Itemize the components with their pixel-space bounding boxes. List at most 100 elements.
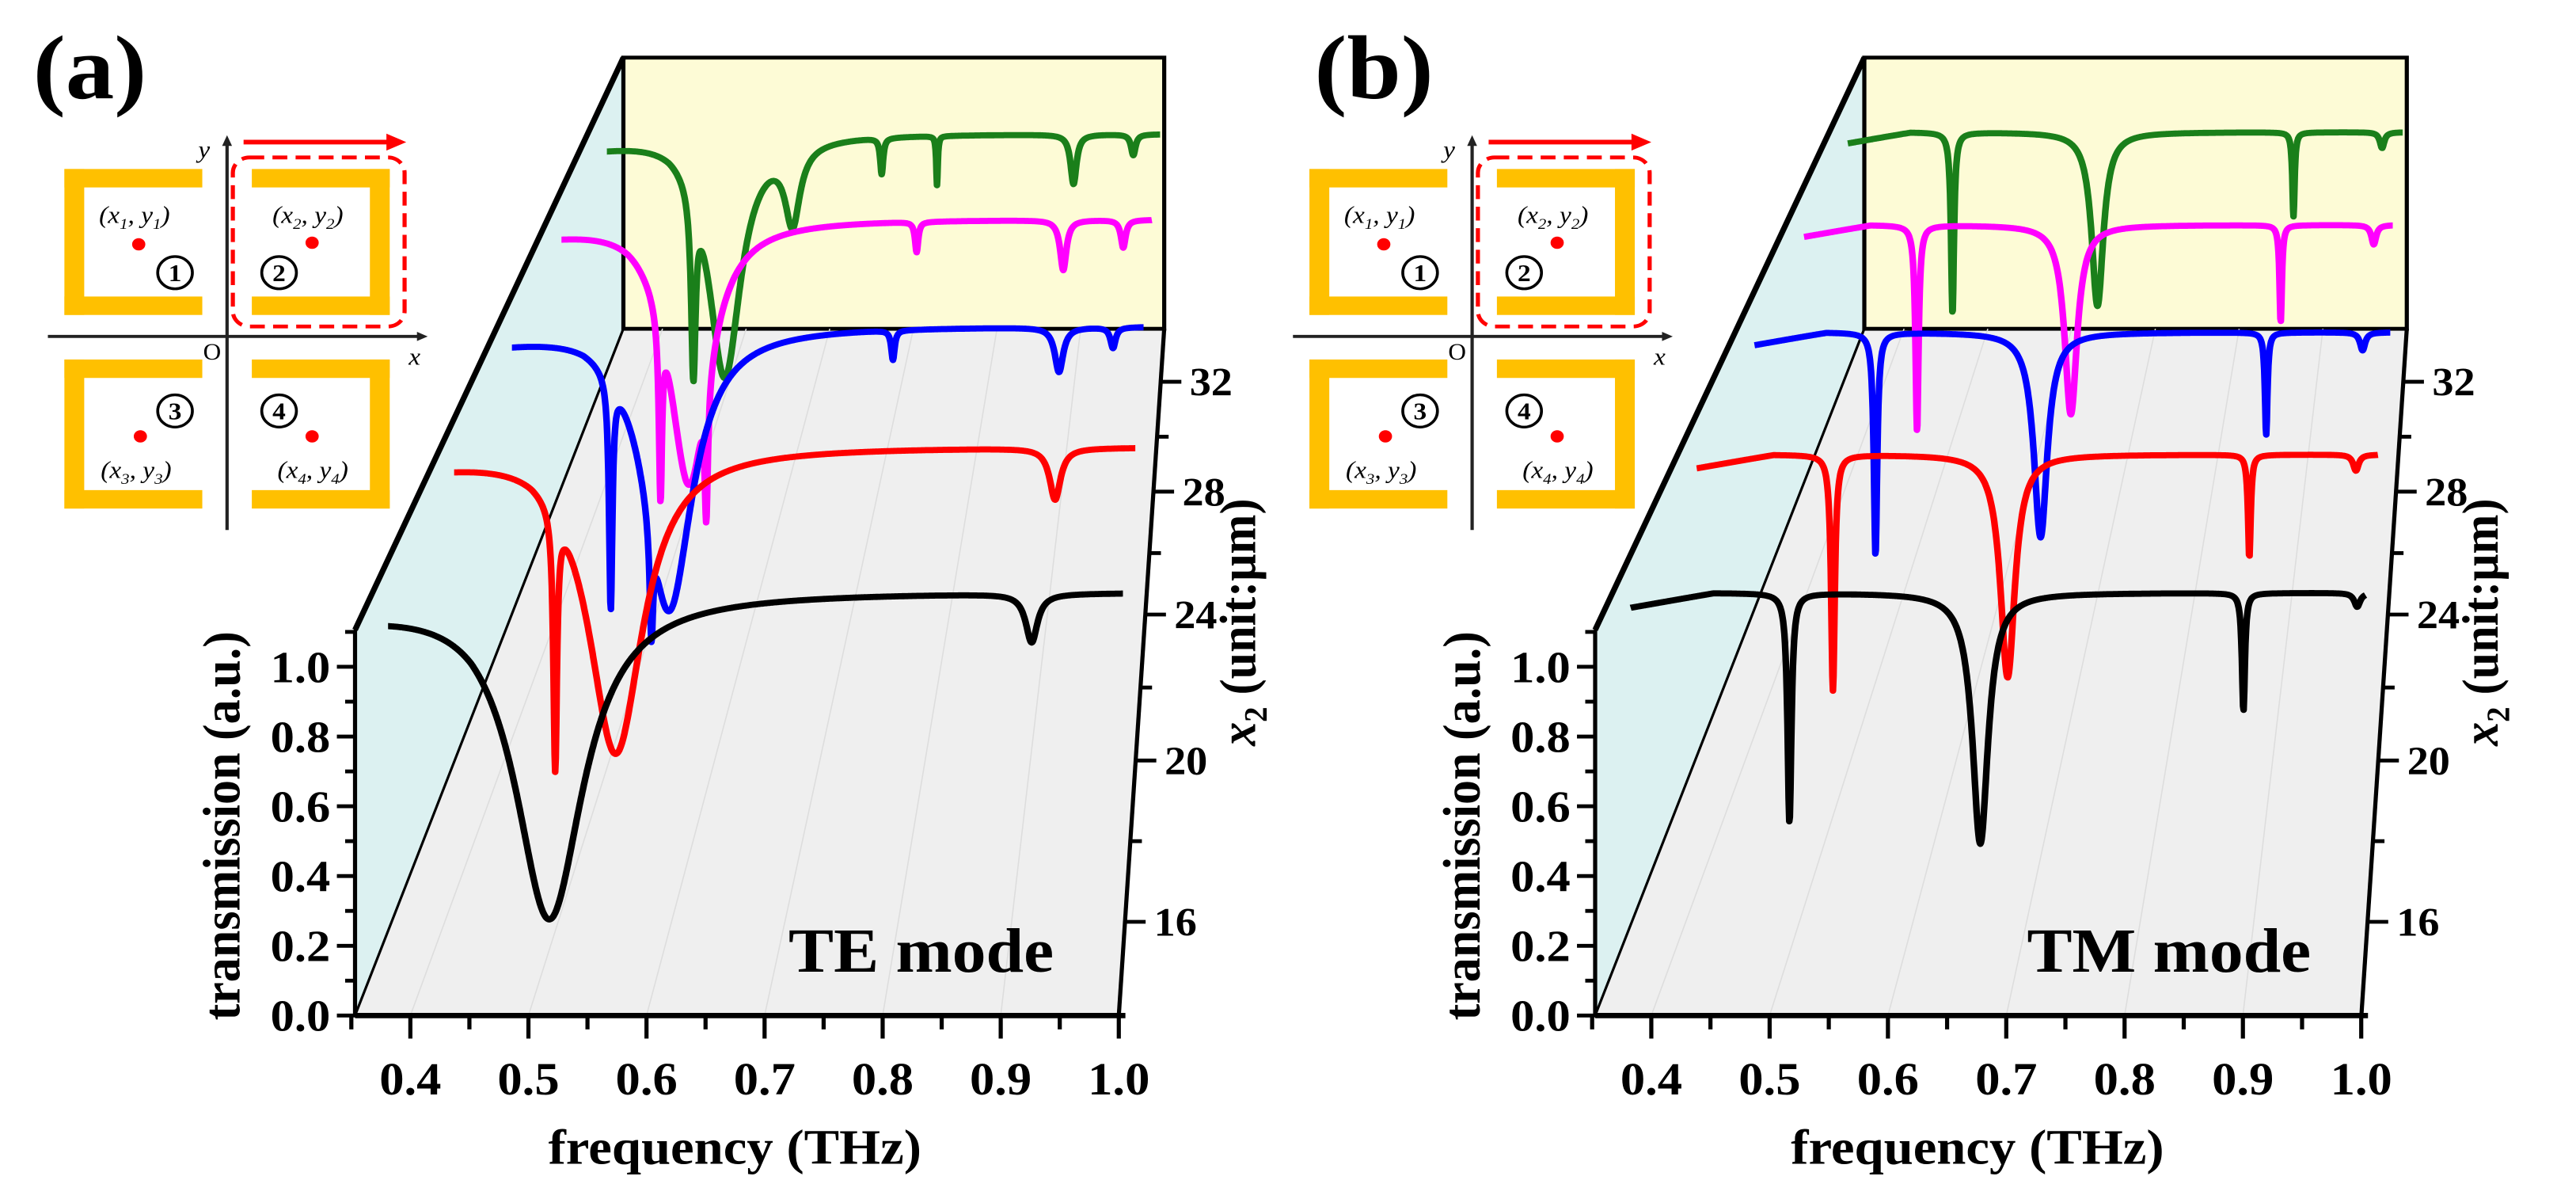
coord-sub: 2	[1571, 216, 1579, 233]
coord-sub: 2	[293, 216, 301, 233]
grid-line	[1651, 328, 1905, 1016]
coord-close: )	[338, 455, 348, 483]
series-line-x2-20	[1693, 451, 2381, 695]
coord-sub: 4	[1576, 471, 1584, 488]
coord-var-y: y	[1384, 200, 1399, 228]
quadrant-number: 1	[1414, 259, 1427, 287]
quadrant-number-circle	[1505, 255, 1544, 291]
coord-sub: 4	[298, 471, 306, 488]
coord-var-y: y	[140, 455, 155, 483]
y-tick-label: 0.6	[1510, 782, 1571, 832]
back-wall	[1862, 55, 2409, 331]
z-tick-label: 16	[2396, 900, 2439, 945]
split-ring-resonator-2: (x2, y2)2	[252, 169, 390, 315]
z-label-unit: (unit:μm)	[2452, 499, 2509, 707]
resonator-bottom-arm	[1309, 296, 1448, 315]
highlight-dashed-box	[230, 155, 407, 329]
coord-var-x: x	[1525, 200, 1539, 228]
quadrant-number-circle	[260, 255, 298, 291]
quadrant-number: 4	[272, 398, 286, 425]
coordinate-label: (x2, y2)	[272, 200, 343, 233]
grid-line	[1769, 328, 1989, 1016]
quadrant-number: 3	[169, 398, 182, 425]
quadrant-number-circle	[156, 255, 194, 291]
coord-separator: ,	[1552, 455, 1565, 483]
x-tick-label: 0.5	[497, 1054, 559, 1106]
x-tick-label: 0.4	[1620, 1054, 1682, 1106]
x-tick-label: 0.6	[1857, 1054, 1919, 1106]
z-label-sub: 2	[1237, 706, 1275, 721]
resonator-bottom-arm	[1496, 489, 1636, 509]
coord-close: )	[332, 200, 343, 228]
resonator-bottom-arm	[64, 296, 203, 315]
z-axis-label: x2 (unit:μm)	[2452, 499, 2517, 747]
quadrant-number-circle	[1401, 255, 1439, 291]
series-line-x2-28	[1801, 222, 2396, 433]
position-dot	[133, 430, 147, 443]
chart-panel-b: 0.4 0.5 0.6 0.7 0.8 0.9 1.0 0.0 0.2 0.4 0.6 0.8 1.0 1…	[1293, 17, 2517, 1174]
coord-sub: 1	[120, 216, 127, 233]
resonator-top-arm	[1496, 169, 1636, 188]
mode-label: TE mode	[788, 915, 1054, 986]
coord-var-x: x	[107, 200, 120, 228]
panel-label: (b)	[1314, 17, 1433, 118]
resonator-side-bar	[1615, 169, 1636, 315]
y-tick-label: 1.0	[271, 642, 331, 692]
resonator-top-arm	[64, 169, 203, 188]
resonator-bottom-arm	[252, 489, 390, 509]
quadrant-number: 2	[272, 259, 286, 287]
inset-schematic: yxO(x1, y1)1(x2, y2)2(x3, y3)3(x4, y4)4	[47, 133, 428, 531]
y-axis-label: transmission (a.u.)	[1433, 631, 1491, 1020]
x-tick-label: 0.8	[852, 1054, 914, 1106]
z-tick-label: 16	[1154, 900, 1197, 945]
coord-sub: 1	[1365, 216, 1373, 233]
resonator-side-bar	[1309, 359, 1330, 509]
split-ring-resonator-4: (x4, y4)4	[1496, 359, 1636, 509]
grid-line	[2242, 329, 2324, 1016]
quadrant-number-circle	[1505, 393, 1544, 429]
coord-var-y: y	[1557, 200, 1572, 228]
z-tick-label: 20	[2407, 739, 2450, 783]
coordinate-label: (x1, y1)	[99, 200, 169, 233]
series-line-x2-28	[558, 217, 1155, 526]
coord-separator: ,	[1373, 200, 1386, 228]
coord-separator: ,	[130, 455, 143, 483]
coord-separator: ,	[128, 200, 142, 228]
coordinate-label: (x1, y1)	[1344, 200, 1415, 233]
grid-line	[409, 328, 663, 1016]
coord-close: )	[1406, 455, 1416, 483]
z-tick-label: 32	[2432, 360, 2475, 405]
inset-y-label: y	[196, 135, 211, 163]
coordinate-label: (x4, y4)	[1522, 455, 1593, 488]
coord-sub: 3	[1366, 471, 1374, 488]
coord-close: )	[1578, 200, 1588, 228]
coord-separator: ,	[306, 455, 320, 483]
z-axis-label: x2 (unit:μm)	[1209, 499, 1274, 747]
coord-var-x: x	[280, 200, 294, 228]
inset-origin-label: O	[1448, 339, 1466, 365]
coord-sub: 1	[1398, 216, 1406, 233]
y-tick-label: 0.4	[1510, 852, 1571, 902]
resonator-side-bar	[64, 169, 85, 315]
coord-var-y: y	[1385, 455, 1400, 483]
coordinate-label: (x4, y4)	[277, 455, 348, 488]
series-line-x2-32	[604, 131, 1163, 385]
inset-x-label: x	[1653, 343, 1666, 371]
position-dot	[131, 238, 146, 251]
coord-var-y: y	[139, 200, 154, 228]
resonator-top-arm	[1496, 359, 1636, 379]
series-line-x2-32	[1845, 129, 2406, 315]
inset-x-label: x	[408, 343, 421, 371]
resonator-side-bar	[370, 359, 390, 509]
coord-separator: ,	[1374, 455, 1388, 483]
coord-var-x: x	[1352, 200, 1366, 228]
split-ring-resonator-1: (x1, y1)1	[1309, 169, 1448, 315]
position-dot	[1550, 430, 1564, 443]
y-tick-label: 0.4	[271, 852, 331, 902]
arrow-head-icon	[416, 332, 428, 341]
y-tick-label: 1.0	[1510, 642, 1571, 692]
quadrant-number-circle	[260, 393, 298, 429]
grid-line	[882, 329, 998, 1016]
arrow-head-icon	[386, 133, 407, 151]
coord-sub: 3	[154, 471, 162, 488]
